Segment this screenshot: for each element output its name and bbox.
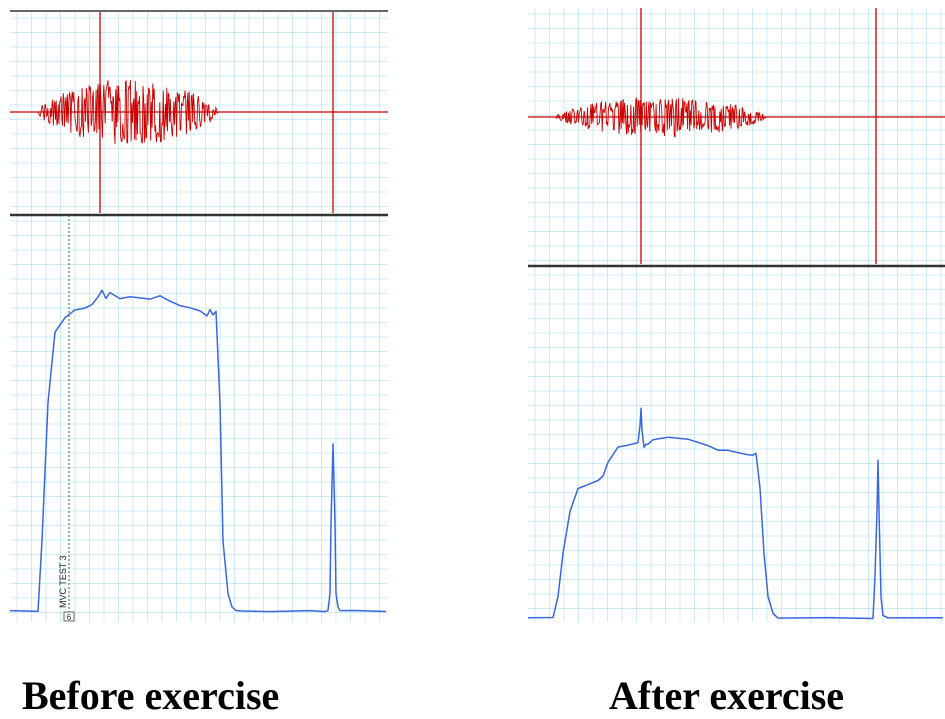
force-trace-line bbox=[527, 407, 944, 620]
force-trace-after bbox=[527, 407, 944, 620]
grid-after bbox=[528, 8, 945, 622]
event-marker-label: MVC TEST 3 bbox=[58, 555, 68, 608]
force-trace-before bbox=[9, 289, 387, 613]
emg-burst bbox=[37, 79, 219, 145]
event-marker-number: 6 bbox=[67, 613, 72, 622]
panel-after-exercise bbox=[527, 8, 945, 622]
panel-before-exercise: MVC TEST 3 6 bbox=[9, 10, 388, 622]
emg-burst bbox=[555, 96, 767, 138]
emg-trace-before bbox=[10, 12, 388, 213]
force-trace-line bbox=[9, 289, 387, 613]
emg-trace-after bbox=[528, 8, 945, 264]
caption-after-exercise: After exercise bbox=[609, 673, 845, 718]
event-marker-box bbox=[63, 611, 75, 622]
caption-before-exercise: Before exercise bbox=[22, 673, 280, 718]
